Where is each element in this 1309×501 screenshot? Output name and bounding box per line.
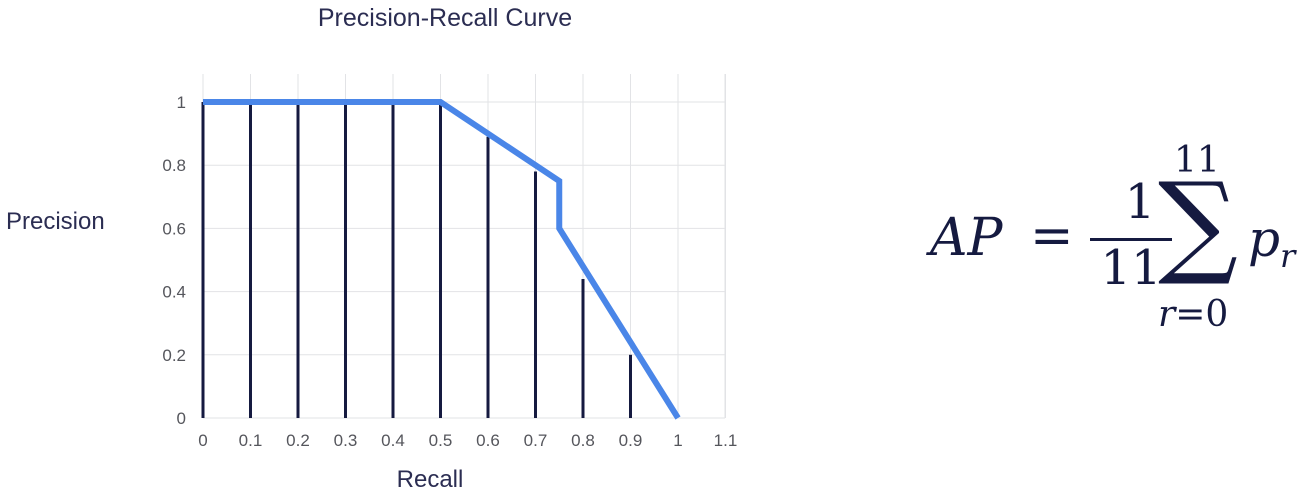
sum-index-var: r: [1158, 294, 1176, 335]
summation-symbol: ∑: [1158, 159, 1238, 289]
summand-base: p: [1248, 210, 1281, 268]
formula-lhs: AP: [930, 208, 1003, 268]
x-axis-label: Recall: [396, 466, 464, 493]
sum-lower-limit: r=0: [1158, 294, 1228, 335]
x-tick-label: 1.1: [714, 431, 738, 450]
pr-curve-line: [203, 99, 681, 420]
y-tick-label: 0.4: [162, 283, 186, 302]
chart-title: Precision-Recall Curve: [317, 4, 573, 32]
y-tick-label: 1: [177, 93, 186, 112]
y-axis-label: Precision: [6, 208, 105, 235]
interpolated-precision-stems: [201, 102, 632, 418]
x-tick-label: 0.3: [334, 431, 358, 450]
x-tick-label: 0.6: [476, 431, 500, 450]
formula-denominator: 11: [1100, 240, 1162, 296]
sum-index-start: =0: [1175, 294, 1229, 335]
summand-subscript: r: [1280, 237, 1296, 275]
y-tick-label: 0.8: [162, 156, 186, 175]
chart-plot: 0 0.1 0.2 0.3 0.4 0.5 0.6 0.7 0.8 0.9 1 1.1 0 0.2 0.4 0…: [162, 74, 737, 450]
tick-labels: 0 0.1 0.2 0.3 0.4 0.5 0.6 0.7 0.8 0.9 1 1.1 0 0.2 0.4 0…: [162, 93, 737, 450]
x-tick-label: 1: [673, 431, 682, 450]
y-tick-label: 0: [177, 409, 186, 428]
y-tick-label: 0.2: [162, 346, 186, 365]
x-tick-label: 0.7: [524, 431, 548, 450]
x-tick-label: 0.2: [286, 431, 310, 450]
fraction-bar: [1090, 238, 1172, 241]
x-tick-label: 0.5: [429, 431, 453, 450]
summand: pr: [1248, 210, 1295, 275]
formula-equals: =: [1030, 206, 1074, 266]
y-tick-label: 0.6: [162, 219, 186, 238]
x-tick-label: 0.8: [571, 431, 595, 450]
sum-upper-limit: 11: [1174, 140, 1220, 181]
formula-numerator: 1: [1124, 174, 1156, 230]
pr-curve: [203, 99, 681, 420]
x-tick-label: 0.4: [381, 431, 405, 450]
x-tick-label: 0.9: [619, 431, 643, 450]
x-tick-label: 0.1: [239, 431, 263, 450]
ap-formula: AP = 1 11 11 ∑ r=0 pr: [930, 140, 1300, 340]
x-tick-label: 0: [198, 431, 207, 450]
